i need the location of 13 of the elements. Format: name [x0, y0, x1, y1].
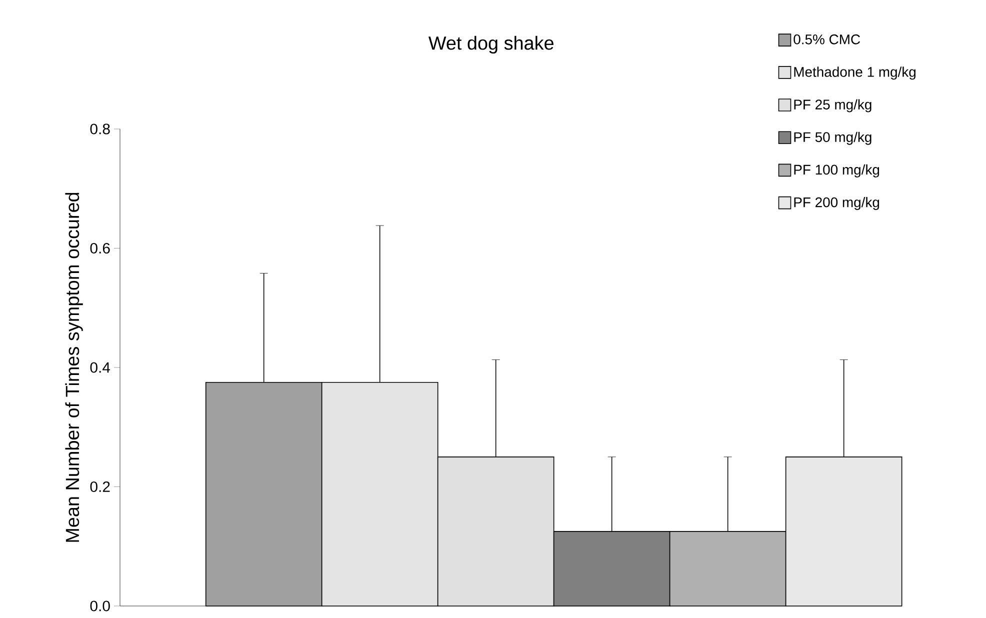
chart-title: Wet dog shake	[428, 36, 554, 54]
y-axis-title: Mean Number of Times symptom occured	[65, 192, 83, 542]
y-tick-label: 0.4	[90, 362, 110, 373]
legend-label: Methadone 1 mg/kg	[794, 66, 916, 80]
y-tick-label: 0.2	[90, 481, 110, 492]
legend-label: 0.5% CMC	[794, 34, 860, 44]
legend-label: PF 25 mg/kg	[794, 99, 872, 112]
y-tick-label: 0.8	[90, 124, 110, 134]
legend-label: PF 50 mg/kg	[794, 132, 872, 145]
legend-label: PF 100 mg/kg	[794, 164, 880, 178]
legend-label: PF 200 mg/kg	[794, 196, 880, 210]
y-tick-label: 0.6	[90, 242, 110, 254]
y-tick-label: 0.0	[90, 600, 110, 612]
